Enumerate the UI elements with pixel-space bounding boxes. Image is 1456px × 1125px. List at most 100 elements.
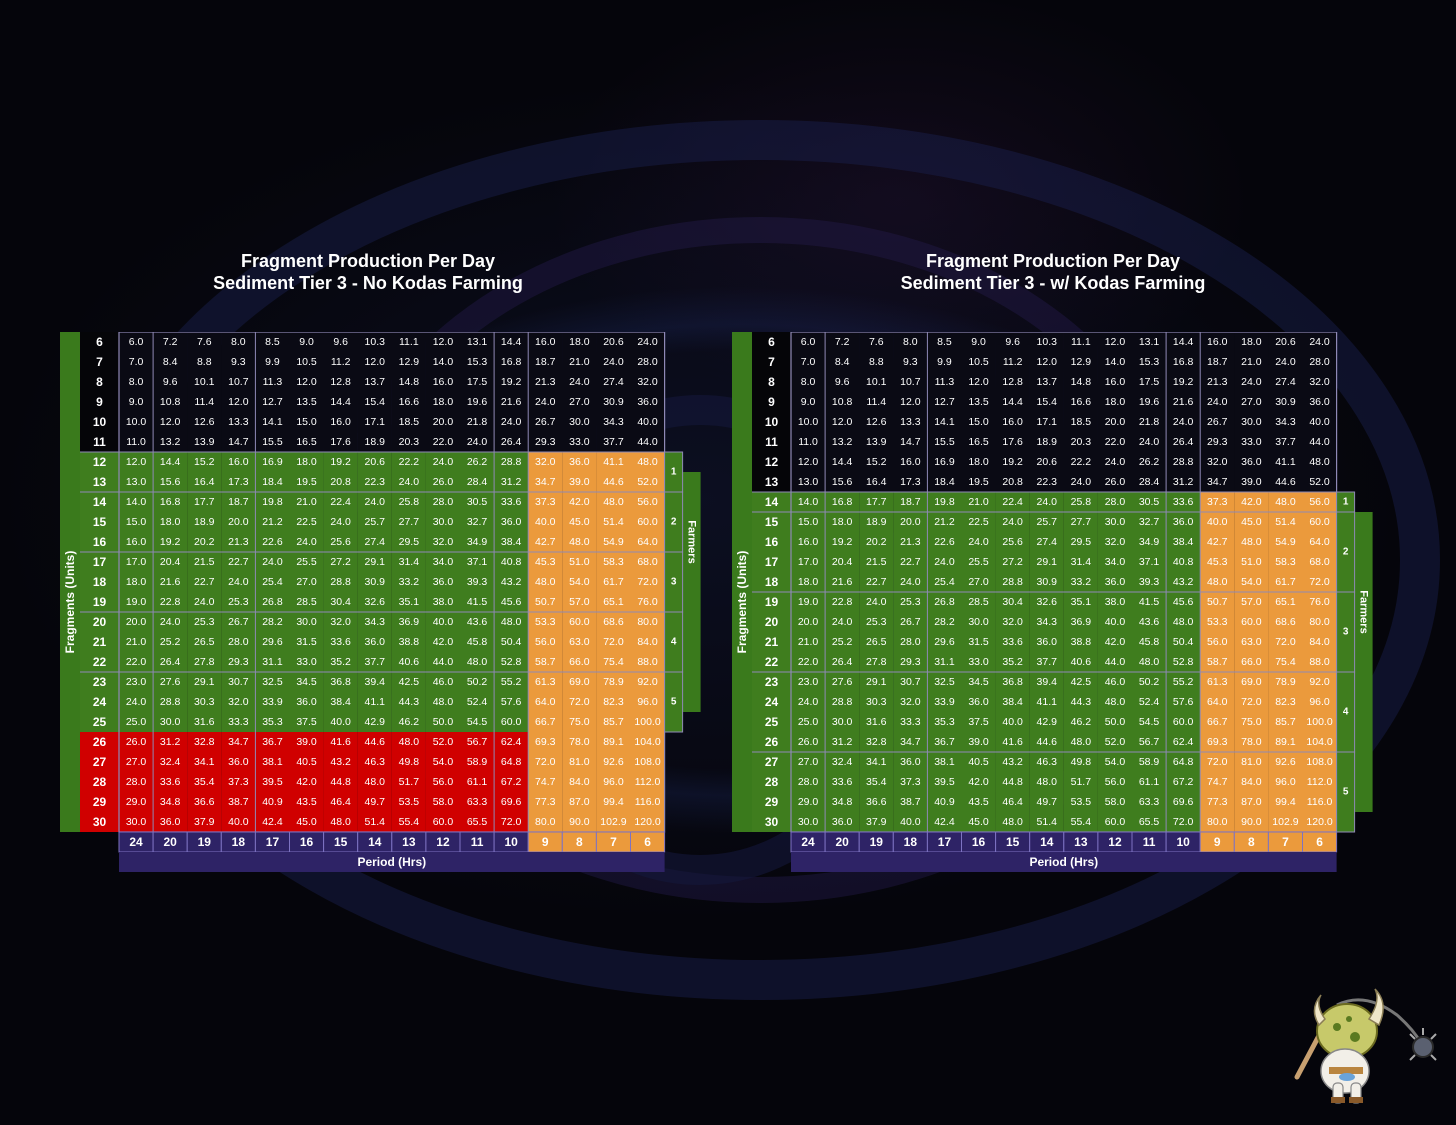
table-cell — [221, 352, 256, 372]
cell-value: 34.0 — [1105, 556, 1126, 568]
cell-value: 43.6 — [467, 616, 488, 628]
cell-value: 16.9 — [262, 456, 283, 468]
table-cell — [1029, 472, 1064, 492]
cell-value: 25.7 — [365, 516, 386, 528]
cell-value: 100.0 — [634, 716, 660, 728]
table-cell — [893, 432, 928, 452]
table-cell — [153, 772, 188, 792]
table-cell — [1234, 692, 1269, 712]
cell-value: 67.2 — [1173, 776, 1194, 788]
cell-value: 42.4 — [262, 816, 283, 828]
cell-value: 12.9 — [399, 356, 420, 368]
cell-value: 19.0 — [798, 596, 819, 608]
cell-value: 36.0 — [968, 696, 989, 708]
cell-value: 84.0 — [1309, 636, 1330, 648]
row-header-label: 7 — [96, 355, 103, 369]
table-cell — [1200, 412, 1235, 432]
table-cell — [562, 352, 597, 372]
table-cell — [119, 572, 154, 592]
table-cell — [927, 412, 962, 432]
cell-value: 37.9 — [194, 816, 215, 828]
cell-value: 58.3 — [603, 556, 624, 568]
cell-value: 51.0 — [1241, 556, 1262, 568]
table-cell — [460, 432, 495, 452]
table-cell — [961, 752, 996, 772]
table-cell — [119, 592, 154, 612]
cell-value: 21.8 — [1139, 416, 1160, 428]
table-cell — [1302, 712, 1337, 732]
table-cell — [1097, 412, 1132, 432]
cell-value: 16.8 — [1173, 356, 1194, 368]
cell-value: 92.6 — [603, 756, 624, 768]
table-cell — [1234, 732, 1269, 752]
table-cell — [596, 412, 631, 432]
cell-value: 40.0 — [1105, 616, 1126, 628]
cell-value: 48.0 — [535, 576, 556, 588]
table-cell — [153, 812, 188, 832]
cell-value: 24.0 — [866, 596, 887, 608]
cell-value: 69.3 — [535, 736, 556, 748]
table-cell — [859, 812, 894, 832]
row-header-label: 21 — [765, 635, 779, 649]
table-cell — [1132, 652, 1167, 672]
cell-value: 34.5 — [968, 676, 989, 688]
table-cell — [289, 352, 324, 372]
cell-value: 8.5 — [937, 336, 952, 348]
table-cell — [221, 412, 256, 432]
table-cell — [1063, 632, 1098, 652]
table-cell — [1268, 732, 1303, 752]
cell-value: 9.6 — [333, 336, 348, 348]
cell-value: 25.3 — [900, 596, 921, 608]
table-cell — [562, 652, 597, 672]
cell-value: 51.4 — [1037, 816, 1058, 828]
table-cell — [1029, 812, 1064, 832]
cell-value: 46.4 — [1002, 796, 1023, 808]
table-cell — [1097, 712, 1132, 732]
table-cell — [494, 632, 529, 652]
row-header-bg — [752, 372, 791, 392]
table-cell — [289, 592, 324, 612]
cell-value: 43.6 — [1139, 616, 1160, 628]
cell-value: 18.0 — [968, 456, 989, 468]
table-cell — [221, 792, 256, 812]
cell-value: 36.9 — [399, 616, 420, 628]
table-cell — [323, 372, 358, 392]
table-cell — [596, 792, 631, 812]
row-header-bg — [80, 772, 119, 792]
cell-value: 8.5 — [265, 336, 280, 348]
cell-value: 45.8 — [1139, 636, 1160, 648]
table-cell — [460, 512, 495, 532]
cell-value: 21.0 — [1241, 356, 1262, 368]
cell-value: 112.0 — [635, 776, 661, 788]
cell-value: 96.0 — [1275, 776, 1296, 788]
table-cell — [825, 772, 860, 792]
cell-value: 61.3 — [535, 676, 556, 688]
cell-value: 27.4 — [1037, 536, 1058, 548]
table-cell — [961, 532, 996, 552]
table-cell — [323, 492, 358, 512]
table-cell — [460, 412, 495, 432]
cell-value: 25.5 — [968, 556, 989, 568]
x-axis-label-bar — [119, 852, 665, 872]
cell-value: 28.0 — [228, 636, 249, 648]
table-cell — [460, 392, 495, 412]
table-cell — [893, 752, 928, 772]
cell-value: 33.6 — [832, 776, 853, 788]
table-cell — [1302, 772, 1337, 792]
cell-value: 45.3 — [535, 556, 556, 568]
table-cell — [425, 592, 460, 612]
table-cell — [494, 412, 529, 432]
table-cell — [255, 672, 290, 692]
row-header-label: 30 — [93, 815, 107, 829]
cell-value: 16.8 — [832, 496, 853, 508]
table-cell — [791, 392, 826, 412]
row-header-bg — [80, 412, 119, 432]
table-cell — [357, 372, 392, 392]
table-cell — [289, 572, 324, 592]
table-cell — [1268, 432, 1303, 452]
table-cell — [961, 472, 996, 492]
table-cell — [893, 612, 928, 632]
table-cell — [1029, 432, 1064, 452]
table-cell — [119, 392, 154, 412]
table-cell — [1200, 532, 1235, 552]
